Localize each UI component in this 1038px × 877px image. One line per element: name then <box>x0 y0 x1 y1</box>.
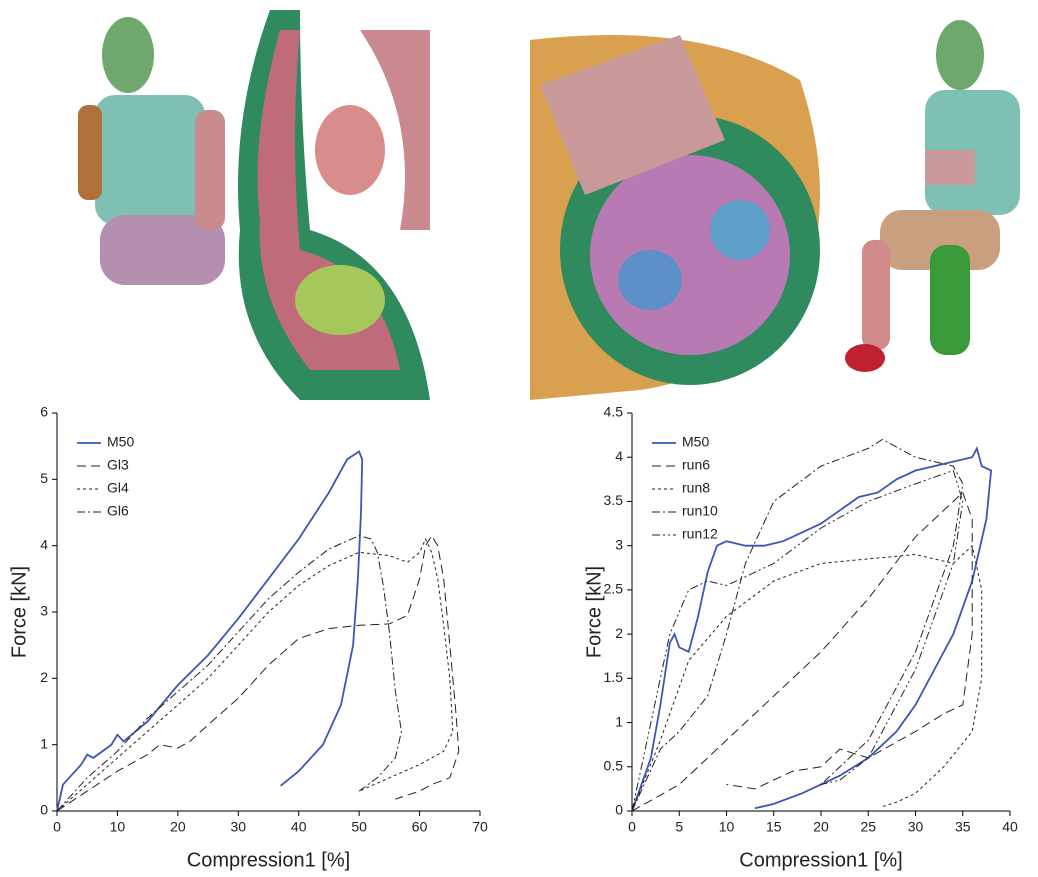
legend-label: Gl4 <box>107 480 129 496</box>
x-tick-label: 30 <box>230 819 246 835</box>
series-line <box>56 450 364 812</box>
x-tick-label: 40 <box>1002 819 1018 835</box>
legend-label: Gl3 <box>107 457 129 473</box>
x-axis-label: Compression1 [%] <box>739 849 902 871</box>
y-tick-label: 1 <box>615 713 623 729</box>
x-tick-label: 35 <box>955 819 971 835</box>
x-tick-label: 20 <box>170 819 186 835</box>
y-tick-label: 3 <box>40 603 48 619</box>
x-tick-label: 60 <box>412 819 428 835</box>
y-tick-label: 3.5 <box>604 492 624 508</box>
x-tick-label: 30 <box>908 819 924 835</box>
y-tick-label: 4.5 <box>604 404 624 420</box>
x-tick-label: 10 <box>110 819 126 835</box>
y-tick-label: 4 <box>615 448 623 464</box>
series-line <box>631 445 993 812</box>
x-tick-label: 50 <box>351 819 367 835</box>
legend-label: run12 <box>682 526 718 542</box>
y-tick-label: 5 <box>40 470 48 486</box>
x-tick-label: 70 <box>472 819 488 835</box>
x-tick-label: 5 <box>675 819 683 835</box>
legend-label: M50 <box>682 434 709 450</box>
series-line <box>56 534 460 812</box>
x-axis-label: Compression1 [%] <box>187 849 350 871</box>
y-tick-label: 6 <box>40 404 48 420</box>
y-axis-label: Force [kN] <box>583 566 605 658</box>
y-tick-label: 1.5 <box>604 669 624 685</box>
legend-label: Gl6 <box>107 503 129 519</box>
series-line <box>56 537 454 812</box>
legend-label: run10 <box>682 503 718 519</box>
x-tick-label: 0 <box>628 819 636 835</box>
series-line <box>56 535 402 812</box>
y-axis-label: Force [kN] <box>8 566 30 658</box>
legend-label: run6 <box>682 457 710 473</box>
x-tick-label: 15 <box>766 819 782 835</box>
x-tick-label: 10 <box>719 819 735 835</box>
y-tick-label: 0 <box>615 802 623 818</box>
right-model-image <box>530 20 1020 400</box>
y-tick-label: 0 <box>40 802 48 818</box>
y-tick-label: 0.5 <box>604 757 624 773</box>
series-line <box>631 491 973 812</box>
y-tick-label: 1 <box>40 735 48 751</box>
x-tick-label: 0 <box>53 819 61 835</box>
y-tick-label: 4 <box>40 536 48 552</box>
series-line <box>631 438 964 812</box>
y-tick-label: 2.5 <box>604 581 624 597</box>
legend-label: M50 <box>107 434 134 450</box>
x-tick-label: 20 <box>813 819 829 835</box>
y-tick-label: 2 <box>615 625 623 641</box>
legend-label: run8 <box>682 480 710 496</box>
left-model-image <box>78 10 430 400</box>
x-tick-label: 25 <box>860 819 876 835</box>
y-tick-label: 2 <box>40 669 48 685</box>
x-tick-label: 40 <box>291 819 307 835</box>
series-line <box>631 469 964 812</box>
y-tick-label: 3 <box>615 536 623 552</box>
